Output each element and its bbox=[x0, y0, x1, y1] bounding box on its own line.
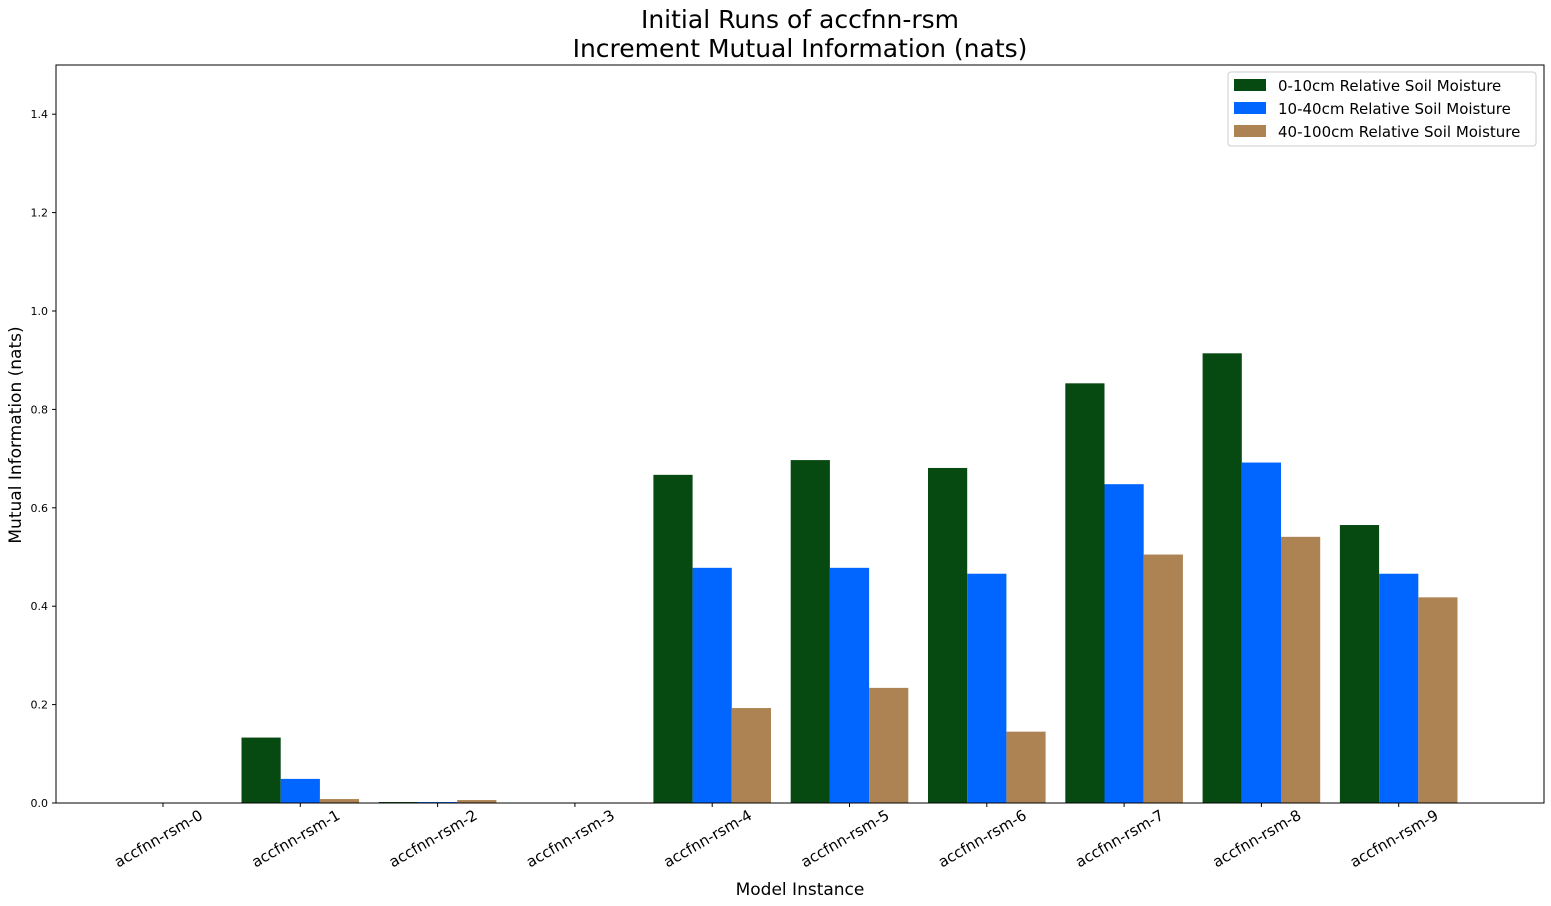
x-tick-label-accfnn-rsm-5: accfnn-rsm-5 bbox=[798, 806, 893, 871]
y-axis: 0.0 0.2 0.4 0.6 0.8 1.0 1.2 1.4 bbox=[31, 108, 56, 810]
y-tick-label: 0.2 bbox=[31, 699, 49, 712]
bar-series-1-accfnn-rsm-9 bbox=[1339, 525, 1380, 803]
bar-series-1-accfnn-rsm-4 bbox=[653, 474, 693, 803]
bar-series-3-accfnn-rsm-9 bbox=[1418, 597, 1458, 803]
y-tick-label: 0.4 bbox=[31, 600, 49, 613]
legend-frame bbox=[1227, 71, 1537, 147]
bar-series-1-accfnn-rsm-8 bbox=[1202, 353, 1242, 803]
y-tick-label: 1.2 bbox=[31, 207, 49, 220]
x-tick-label-accfnn-rsm-0: accfnn-rsm-0 bbox=[111, 806, 206, 871]
x-tick-label-accfnn-rsm-1: accfnn-rsm-1 bbox=[248, 806, 343, 871]
legend-label-3: 40-100cm Relative Soil Moisture bbox=[1278, 123, 1520, 141]
chart-title-line-2: Increment Mutual Information (nats) bbox=[573, 34, 1028, 63]
bars-group bbox=[241, 353, 1458, 803]
x-tick-label-accfnn-rsm-3: accfnn-rsm-3 bbox=[523, 806, 618, 871]
y-tick-label: 1.0 bbox=[31, 305, 49, 318]
y-tick-label: 0.6 bbox=[31, 502, 49, 515]
bar-series-2-accfnn-rsm-5 bbox=[829, 567, 870, 803]
legend-label-1: 0-10cm Relative Soil Moisture bbox=[1278, 77, 1501, 95]
bar-series-2-accfnn-rsm-8 bbox=[1241, 462, 1281, 803]
legend-label-2: 10-40cm Relative Soil Moisture bbox=[1278, 100, 1511, 118]
chart-title-line-1: Initial Runs of accfnn-rsm bbox=[641, 5, 959, 34]
y-axis-label: Mutual Information (nats) bbox=[6, 326, 26, 543]
bar-series-3-accfnn-rsm-4 bbox=[731, 708, 771, 803]
x-tick-label-accfnn-rsm-6: accfnn-rsm-6 bbox=[935, 806, 1030, 871]
bar-series-2-accfnn-rsm-1 bbox=[280, 778, 320, 803]
legend-swatch-3 bbox=[1234, 125, 1266, 137]
bar-series-2-accfnn-rsm-9 bbox=[1379, 573, 1419, 803]
bar-series-3-accfnn-rsm-5 bbox=[869, 687, 909, 803]
bar-series-1-accfnn-rsm-6 bbox=[928, 467, 968, 803]
bar-series-2-accfnn-rsm-4 bbox=[692, 567, 732, 803]
x-tick-label-accfnn-rsm-9: accfnn-rsm-9 bbox=[1347, 806, 1442, 871]
bar-series-3-accfnn-rsm-8 bbox=[1281, 536, 1321, 803]
bar-series-1-accfnn-rsm-7 bbox=[1065, 383, 1105, 803]
y-tick-label: 0.0 bbox=[31, 797, 49, 810]
x-axis-label: Model Instance bbox=[736, 880, 865, 900]
bar-series-3-accfnn-rsm-6 bbox=[1006, 731, 1046, 803]
x-tick-label-accfnn-rsm-8: accfnn-rsm-8 bbox=[1210, 806, 1305, 871]
bar-series-2-accfnn-rsm-6 bbox=[967, 573, 1007, 803]
bar-series-1-accfnn-rsm-5 bbox=[790, 460, 830, 803]
bar-series-3-accfnn-rsm-2 bbox=[457, 800, 497, 803]
legend: 0-10cm Relative Soil Moisture 10-40cm Rel… bbox=[1227, 71, 1537, 147]
x-tick-label-accfnn-rsm-7: accfnn-rsm-7 bbox=[1072, 806, 1167, 871]
legend-swatch-2 bbox=[1234, 102, 1266, 114]
y-tick-label: 0.8 bbox=[31, 403, 49, 416]
legend-swatch-1 bbox=[1234, 79, 1266, 91]
bar-series-3-accfnn-rsm-1 bbox=[319, 799, 360, 803]
x-tick-label-accfnn-rsm-4: accfnn-rsm-4 bbox=[660, 806, 755, 871]
y-tick-label: 1.4 bbox=[31, 108, 49, 121]
x-tick-label-accfnn-rsm-2: accfnn-rsm-2 bbox=[386, 806, 481, 871]
bar-series-3-accfnn-rsm-7 bbox=[1143, 554, 1183, 803]
bar-series-2-accfnn-rsm-7 bbox=[1104, 484, 1144, 803]
plot-area-frame bbox=[55, 64, 1545, 804]
x-axis: accfnn-rsm-0 accfnn-rsm-1 accfnn-rsm-2 accf… bbox=[111, 803, 1442, 871]
bar-series-1-accfnn-rsm-1 bbox=[241, 737, 281, 803]
